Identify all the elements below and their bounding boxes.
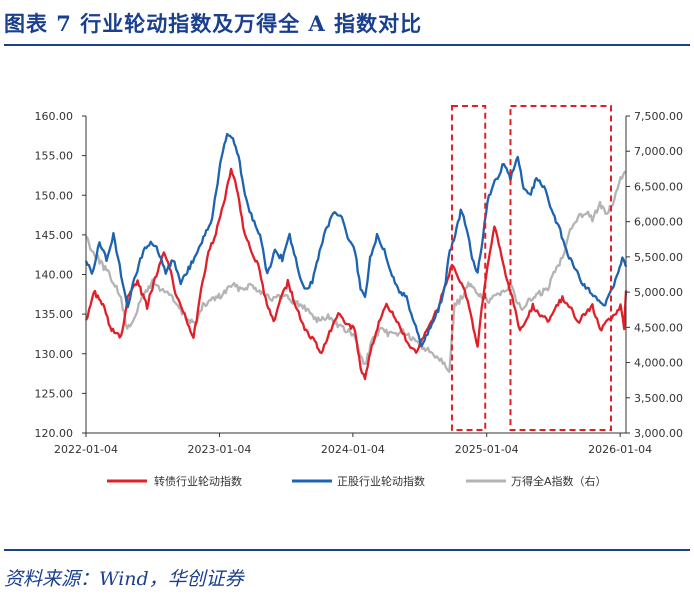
y-right-tick-label: 6,000.00 bbox=[634, 216, 683, 229]
series-equity-line bbox=[84, 132, 628, 348]
x-tick-label: 2023-01-04 bbox=[187, 443, 251, 456]
y-right-tick-label: 4,500.00 bbox=[634, 321, 683, 334]
legend: 转债行业轮动指数 正股行业轮动指数 万得全A指数（右） bbox=[107, 474, 607, 488]
y-left-tick-label: 160.00 bbox=[35, 110, 74, 123]
y-left-tick-label: 135.00 bbox=[35, 308, 74, 321]
x-tick-label: 2025-01-04 bbox=[455, 443, 519, 456]
title-divider bbox=[4, 44, 690, 46]
series-convertible-line bbox=[85, 167, 628, 381]
page-title: 图表 7 行业轮动指数及万得全 A 指数对比 bbox=[4, 11, 423, 36]
source-note: 资料来源：Wind，华创证券 bbox=[4, 568, 244, 590]
y-right-tick-label: 7,500.00 bbox=[634, 110, 683, 123]
highlight-box bbox=[450, 105, 487, 431]
highlight-box bbox=[509, 105, 613, 431]
x-tick-label: 2026-01-04 bbox=[588, 443, 652, 456]
y-left-tick-label: 140.00 bbox=[35, 269, 74, 282]
y-right-tick-label: 3,500.00 bbox=[634, 392, 683, 405]
y-right-tick-label: 7,000.00 bbox=[634, 145, 683, 158]
plot-layer bbox=[84, 105, 628, 431]
x-tick-label: 2022-01-04 bbox=[54, 443, 118, 456]
y-right-tick-label: 4,000.00 bbox=[634, 357, 683, 370]
footer-divider bbox=[4, 549, 690, 551]
axes-layer: 120.00 125.00 130.00 135.00 140.00 145.00 150.… bbox=[35, 110, 683, 456]
legend-equity-label: 正股行业轮动指数 bbox=[337, 474, 425, 488]
y-right-tick-label: 3,000.00 bbox=[634, 427, 683, 440]
y-left-tick-label: 130.00 bbox=[35, 348, 74, 361]
legend-convertible-label: 转债行业轮动指数 bbox=[154, 474, 242, 488]
y-left-tick-label: 145.00 bbox=[35, 229, 74, 242]
line-chart: 120.00 125.00 130.00 135.00 140.00 145.00 150.… bbox=[35, 105, 683, 488]
y-left-tick-label: 150.00 bbox=[35, 189, 74, 202]
x-tick-label: 2024-01-04 bbox=[321, 443, 385, 456]
y-right-tick-label: 6,500.00 bbox=[634, 180, 683, 193]
series-winda-line bbox=[85, 170, 627, 374]
y-left-tick-label: 125.00 bbox=[35, 387, 74, 400]
y-right-tick-label: 5,500.00 bbox=[634, 251, 683, 264]
legend-winda-label: 万得全A指数（右） bbox=[511, 474, 607, 488]
y-left-tick-label: 120.00 bbox=[35, 427, 74, 440]
y-right-tick-label: 5,000.00 bbox=[634, 286, 683, 299]
y-left-tick-label: 155.00 bbox=[35, 150, 74, 163]
